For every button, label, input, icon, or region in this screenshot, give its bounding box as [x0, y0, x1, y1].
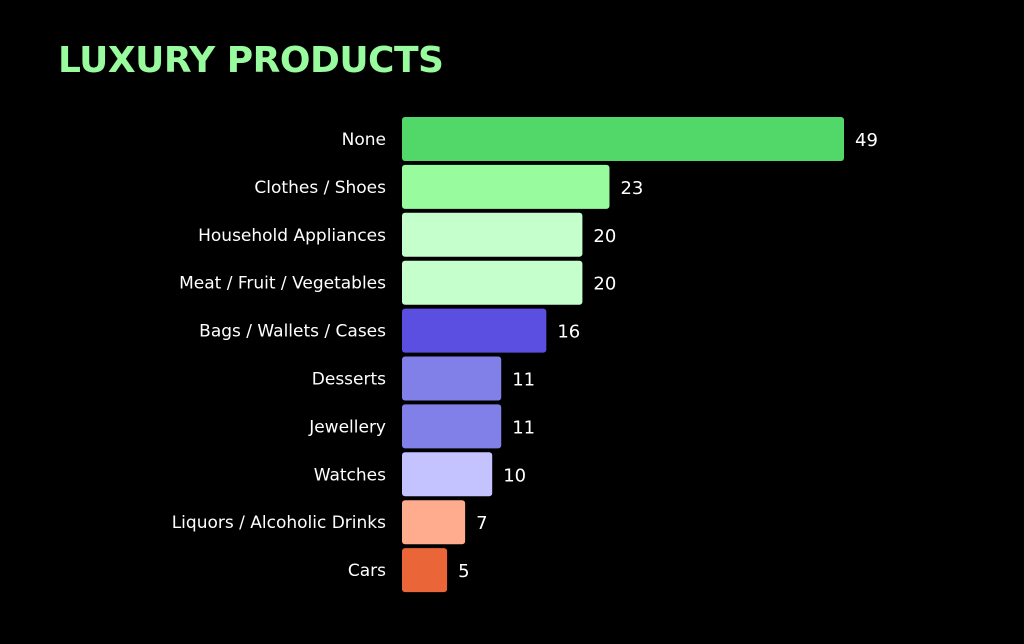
category-label: Meat / Fruit / Vegetables	[179, 274, 386, 294]
value-label: 5	[458, 561, 469, 582]
category-label: Jewellery	[308, 417, 386, 437]
bar	[402, 452, 493, 497]
bar	[402, 117, 844, 161]
bar	[402, 164, 610, 209]
category-label: None	[342, 130, 386, 150]
bar	[402, 404, 502, 449]
bar	[402, 548, 448, 593]
value-label: 20	[593, 226, 616, 247]
category-label: Liquors / Alcoholic Drinks	[172, 513, 386, 533]
chart-title: LUXURY PRODUCTS	[58, 40, 444, 81]
category-label: Household Appliances	[198, 226, 386, 246]
value-label: 10	[503, 465, 526, 486]
value-label: 23	[620, 178, 643, 199]
value-label: 7	[476, 513, 487, 534]
category-label: Clothes / Shoes	[254, 178, 386, 198]
category-label: Bags / Wallets / Cases	[199, 322, 386, 342]
bar	[402, 500, 466, 545]
value-label: 49	[855, 130, 878, 151]
category-label: Cars	[348, 561, 386, 581]
value-label: 16	[557, 322, 580, 343]
value-label: 20	[593, 274, 616, 295]
bar	[402, 356, 502, 401]
bar	[402, 308, 547, 353]
bar	[402, 260, 583, 305]
category-label: Desserts	[312, 370, 386, 390]
bar	[402, 212, 583, 257]
value-label: 11	[512, 370, 535, 391]
value-label: 11	[512, 417, 535, 438]
category-label: Watches	[314, 465, 386, 485]
